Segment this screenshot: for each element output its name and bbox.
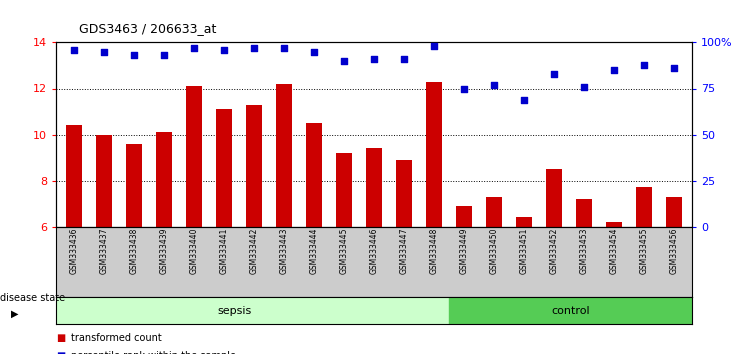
Text: transformed count: transformed count	[71, 333, 162, 343]
Point	[488, 82, 500, 88]
Bar	[576, 199, 592, 227]
Text: GSM333443: GSM333443	[280, 228, 289, 274]
Bar	[126, 144, 142, 227]
Point	[548, 71, 560, 76]
Bar	[396, 160, 412, 227]
Text: GSM333455: GSM333455	[640, 228, 649, 274]
Bar	[366, 148, 382, 227]
Point	[368, 56, 380, 62]
Bar	[426, 81, 442, 227]
Text: GSM333451: GSM333451	[519, 228, 528, 274]
Point	[98, 49, 110, 55]
Text: disease state: disease state	[0, 293, 65, 303]
Point	[308, 49, 320, 55]
Point	[278, 45, 290, 51]
Bar	[246, 105, 263, 227]
Text: GDS3463 / 206633_at: GDS3463 / 206633_at	[79, 22, 216, 35]
Text: GSM333441: GSM333441	[220, 228, 229, 274]
Text: GSM333454: GSM333454	[610, 228, 619, 274]
Point	[338, 58, 350, 64]
Point	[638, 62, 650, 67]
Bar	[485, 197, 502, 227]
Text: GSM333439: GSM333439	[159, 228, 168, 274]
Bar	[56, 297, 449, 324]
Text: GSM333444: GSM333444	[310, 228, 319, 274]
Point	[158, 52, 170, 58]
Text: GSM333456: GSM333456	[669, 228, 678, 274]
Bar	[186, 86, 202, 227]
Text: sepsis: sepsis	[218, 306, 251, 316]
Text: GSM333449: GSM333449	[459, 228, 468, 274]
Bar	[156, 132, 172, 227]
Text: GSM333437: GSM333437	[99, 228, 108, 274]
Text: GSM333447: GSM333447	[399, 228, 408, 274]
Bar	[336, 153, 352, 227]
Text: percentile rank within the sample: percentile rank within the sample	[71, 351, 236, 354]
Text: GSM333436: GSM333436	[70, 228, 79, 274]
Text: GSM333445: GSM333445	[340, 228, 349, 274]
Point	[458, 86, 470, 91]
Point	[608, 67, 620, 73]
Point	[68, 47, 80, 53]
Bar	[276, 84, 292, 227]
Text: GSM333453: GSM333453	[580, 228, 589, 274]
Bar	[636, 188, 652, 227]
Text: control: control	[551, 306, 589, 316]
Point	[218, 47, 230, 53]
Text: GSM333452: GSM333452	[550, 228, 559, 274]
Bar	[449, 297, 692, 324]
Bar	[456, 206, 472, 227]
Bar	[666, 197, 682, 227]
Text: ▶: ▶	[11, 309, 19, 319]
Text: GSM333450: GSM333450	[489, 228, 498, 274]
Bar	[306, 123, 322, 227]
Point	[668, 65, 680, 71]
Bar	[96, 135, 112, 227]
Text: GSM333446: GSM333446	[370, 228, 378, 274]
Point	[578, 84, 590, 90]
Point	[128, 52, 140, 58]
Point	[248, 45, 260, 51]
Point	[188, 45, 200, 51]
Text: GSM333440: GSM333440	[189, 228, 198, 274]
Bar	[606, 222, 622, 227]
Point	[518, 97, 530, 102]
Bar	[546, 169, 562, 227]
Text: GSM333442: GSM333442	[250, 228, 259, 274]
Point	[398, 56, 410, 62]
Text: ■: ■	[56, 333, 65, 343]
Bar	[66, 125, 82, 227]
Bar	[216, 109, 233, 227]
Bar	[515, 217, 532, 227]
Text: GSM333448: GSM333448	[429, 228, 438, 274]
Text: ■: ■	[56, 351, 65, 354]
Text: GSM333438: GSM333438	[129, 228, 138, 274]
Point	[428, 43, 440, 49]
